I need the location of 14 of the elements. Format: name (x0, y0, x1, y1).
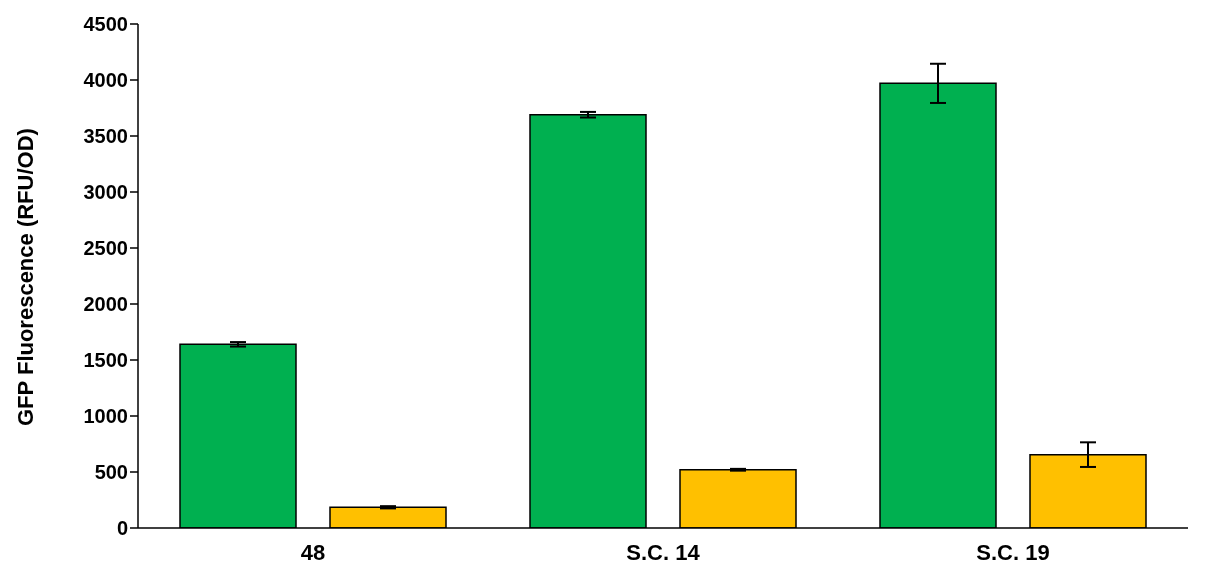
y-tick-label: 0 (116, 517, 128, 540)
y-tick-label: 500 (94, 461, 128, 484)
y-tick-label: 1500 (83, 349, 128, 372)
y-tick-label: 4500 (83, 13, 128, 36)
x-tick-label: S.C. 14 (626, 539, 701, 565)
y-tick-label: 3000 (83, 181, 128, 204)
y-tick-label: 4000 (83, 69, 128, 92)
x-tick-label: S.C. 19 (976, 539, 1050, 565)
y-tick-label: 2500 (83, 237, 128, 260)
y-axis-title: GFP Fluorescence (RFU/OD) (12, 128, 38, 426)
x-tick-label: 48 (300, 539, 326, 565)
y-tick-label: 2000 (83, 293, 128, 316)
y-tick-label: 1000 (83, 405, 128, 428)
y-tick-label: 3500 (83, 125, 128, 148)
